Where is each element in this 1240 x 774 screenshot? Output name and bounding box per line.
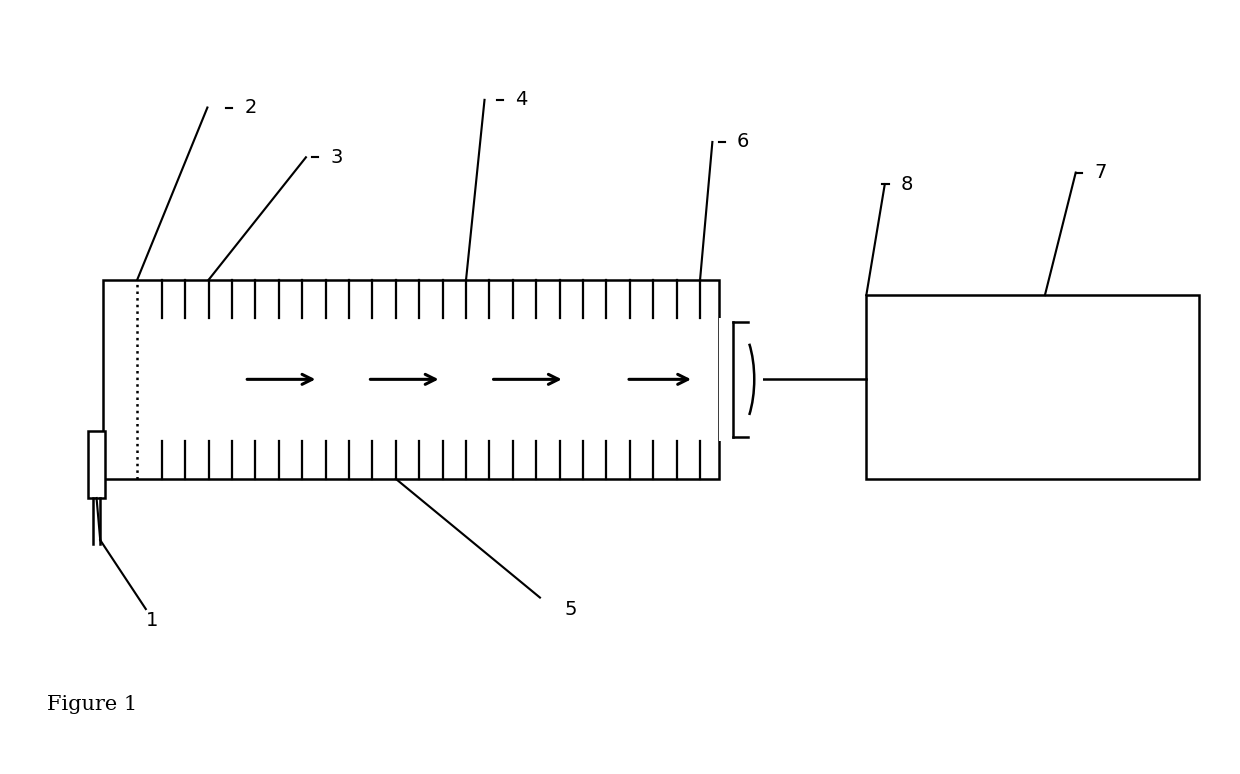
Text: 2: 2: [244, 98, 257, 117]
Text: 4: 4: [516, 91, 528, 109]
Text: 7: 7: [1094, 163, 1106, 182]
Bar: [88, 430, 105, 498]
Text: 3: 3: [331, 148, 343, 167]
Text: 1: 1: [146, 611, 159, 630]
Bar: [103, 280, 718, 479]
Bar: [867, 295, 1199, 479]
Text: 5: 5: [564, 600, 577, 618]
Text: Figure 1: Figure 1: [47, 695, 138, 714]
Text: 6: 6: [737, 132, 749, 152]
Text: 8: 8: [900, 175, 913, 194]
Bar: [718, 318, 763, 440]
